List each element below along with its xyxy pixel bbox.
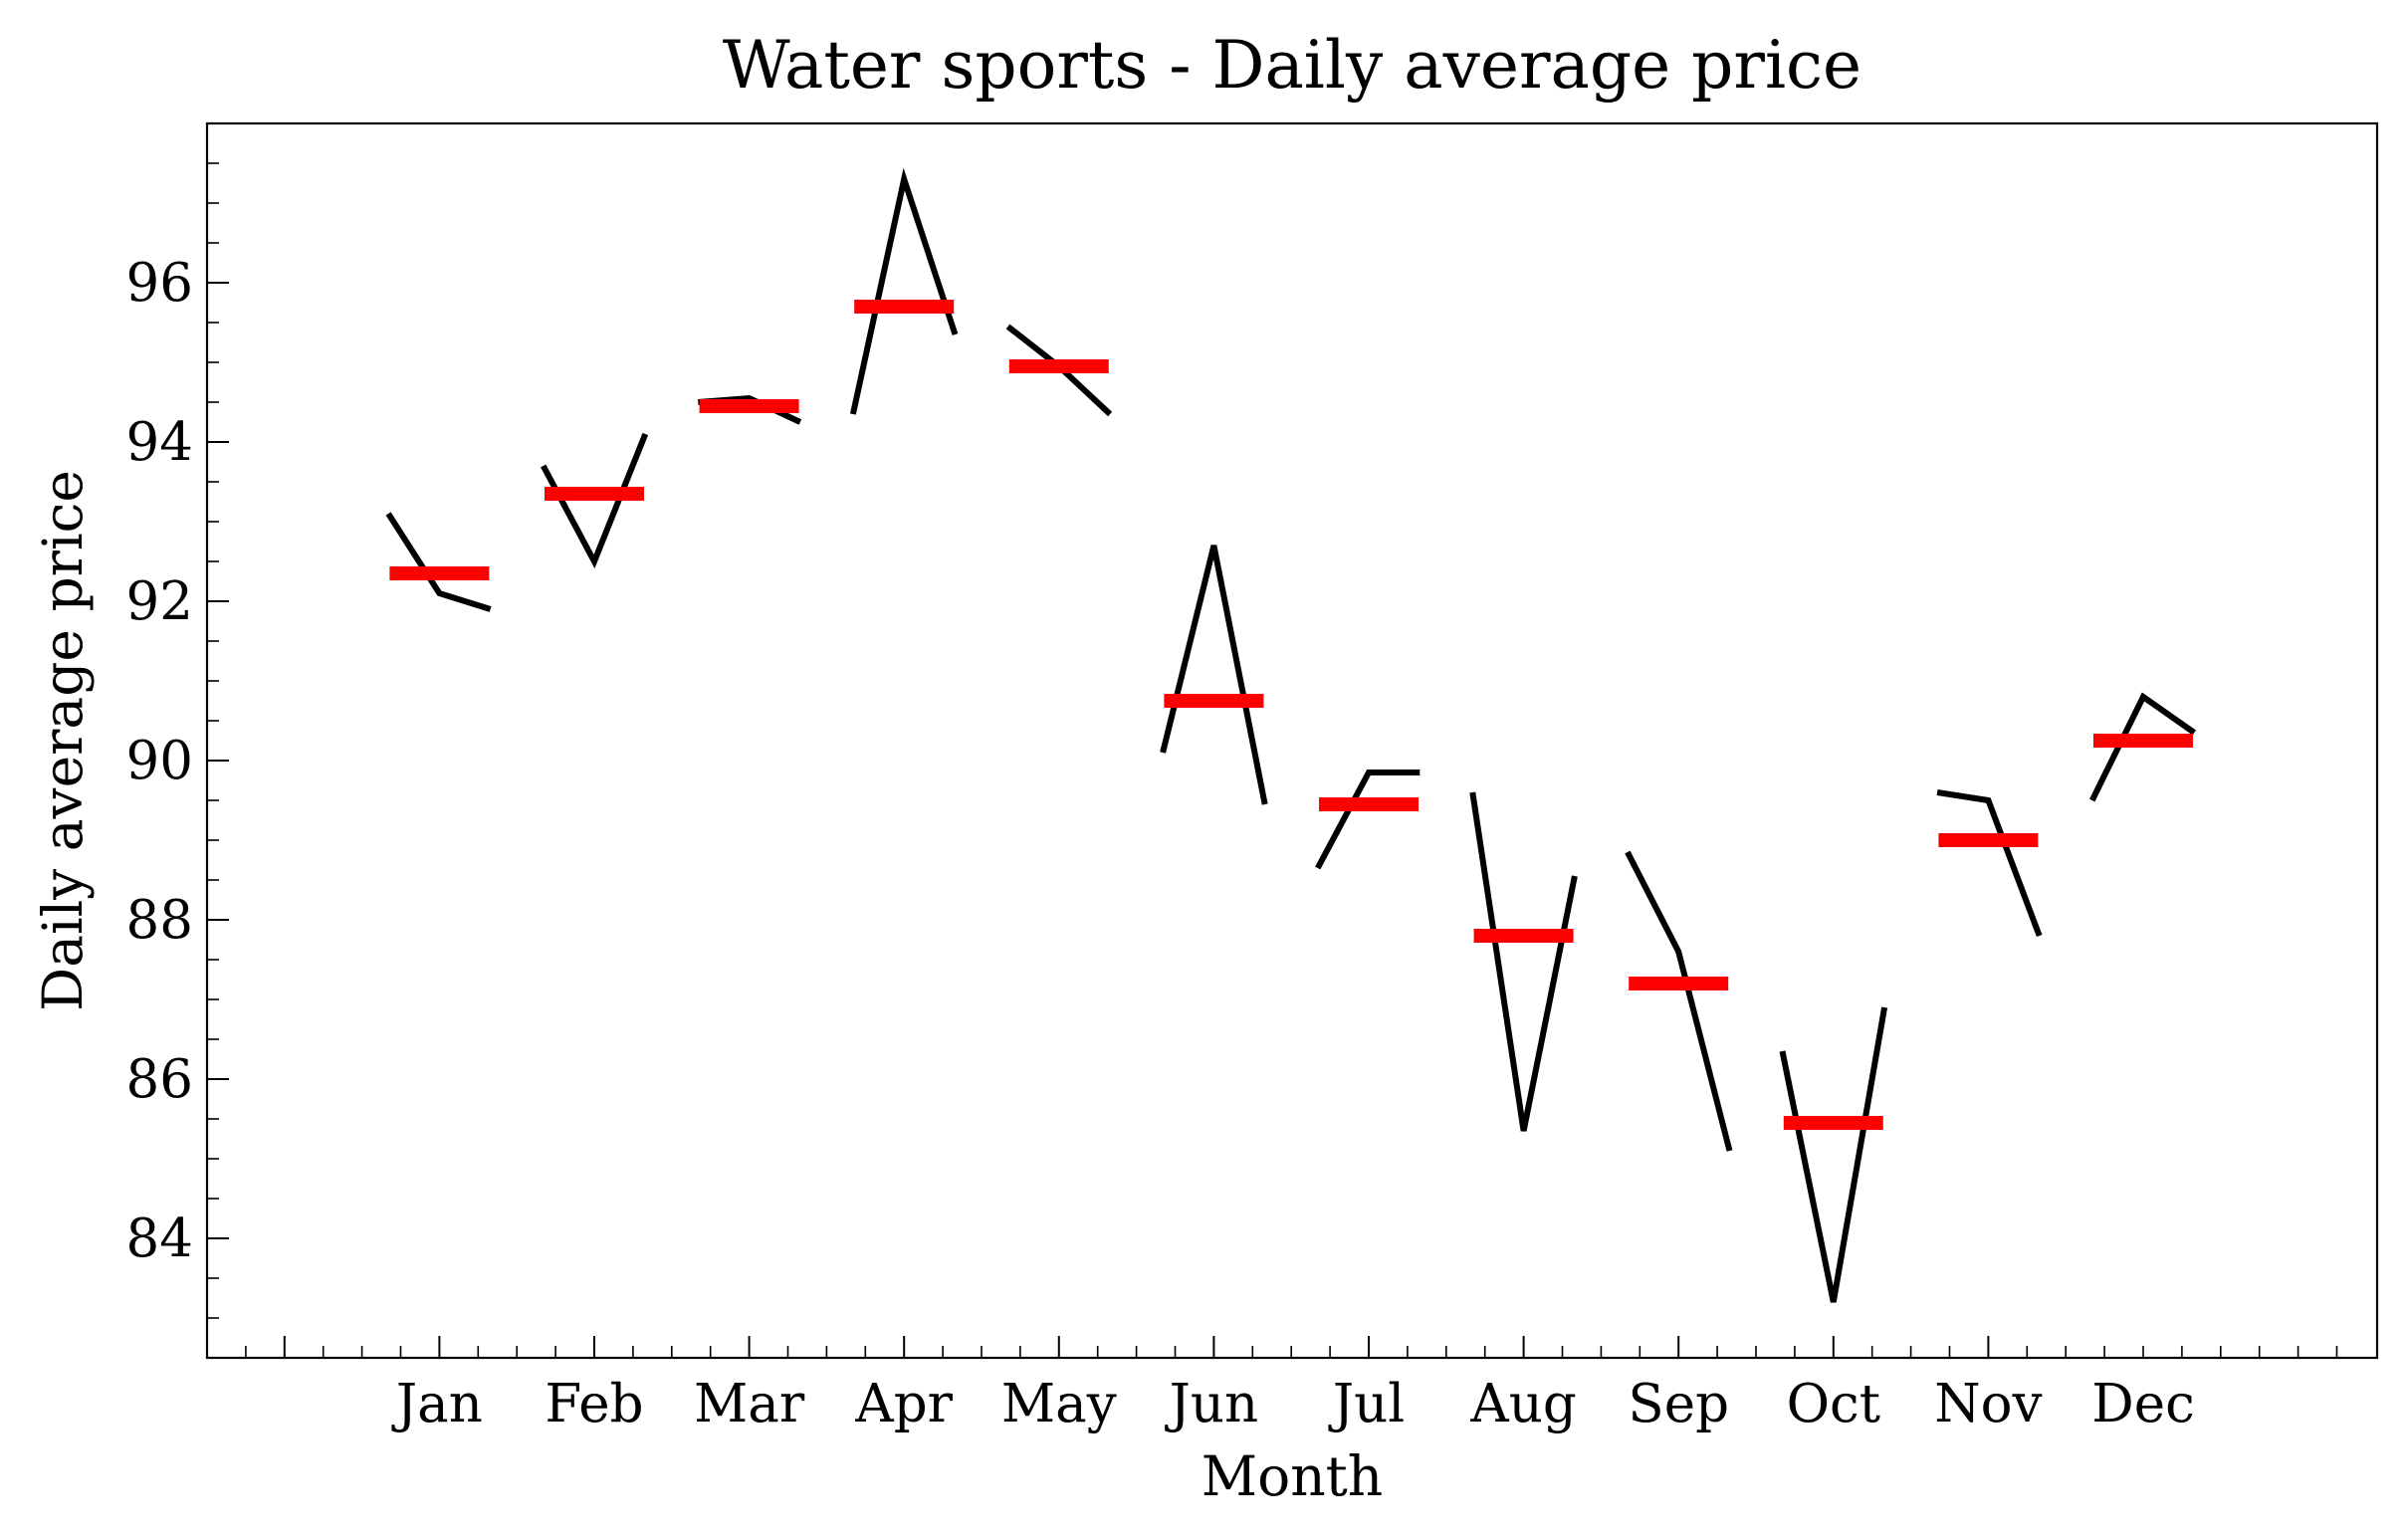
x-axis-label: Month	[1202, 1444, 1383, 1508]
x-tick-label: Jan	[391, 1374, 483, 1434]
y-tick-label: 86	[126, 1049, 193, 1110]
y-tick-label: 90	[126, 731, 193, 791]
x-tick-label: Oct	[1787, 1374, 1880, 1434]
x-tick-label: Mar	[694, 1374, 805, 1434]
daily-price-line	[1160, 545, 1268, 805]
x-tick-label: Sep	[1628, 1374, 1729, 1434]
x-tick-label: May	[1001, 1374, 1117, 1434]
y-tick-label: 96	[126, 253, 193, 314]
x-tick-label: Nov	[1934, 1374, 2042, 1434]
chart-title: Water sports - Daily average price	[723, 27, 1861, 104]
daily-price-line	[1779, 1006, 1888, 1303]
y-axis: 84 86 88 90 92 94 96	[126, 122, 229, 1359]
x-tick-label: Aug	[1469, 1374, 1576, 1434]
x-tick-label: Jul	[1328, 1374, 1405, 1434]
x-tick-label: Apr	[854, 1374, 953, 1434]
plot-area	[205, 121, 2379, 1360]
y-tick-label: 94	[126, 412, 193, 473]
x-tick-label: Dec	[2091, 1374, 2195, 1434]
y-tick-label: 92	[126, 571, 193, 632]
daily-price-line	[2089, 692, 2197, 802]
y-tick-label: 84	[126, 1209, 193, 1269]
daily-price-line	[1315, 770, 1421, 870]
daily-price-line	[385, 512, 492, 612]
daily-price-line	[1625, 850, 1733, 1152]
x-axis: Jan Feb Mar Apr May Jun Jul Aug Sep Oct Nov Dec	[245, 1336, 2338, 1434]
y-tick-label: 88	[126, 890, 193, 951]
x-tick-label: Feb	[545, 1374, 643, 1434]
x-tick-label: Jun	[1165, 1374, 1259, 1434]
daily-price-line	[1469, 791, 1578, 1132]
daily-price-series	[385, 167, 2197, 1303]
y-axis-label: Daily average price	[31, 470, 95, 1011]
daily-price-line	[849, 167, 959, 415]
daily-price-line	[1936, 789, 2043, 938]
monthly-mean-series	[389, 300, 2193, 1130]
